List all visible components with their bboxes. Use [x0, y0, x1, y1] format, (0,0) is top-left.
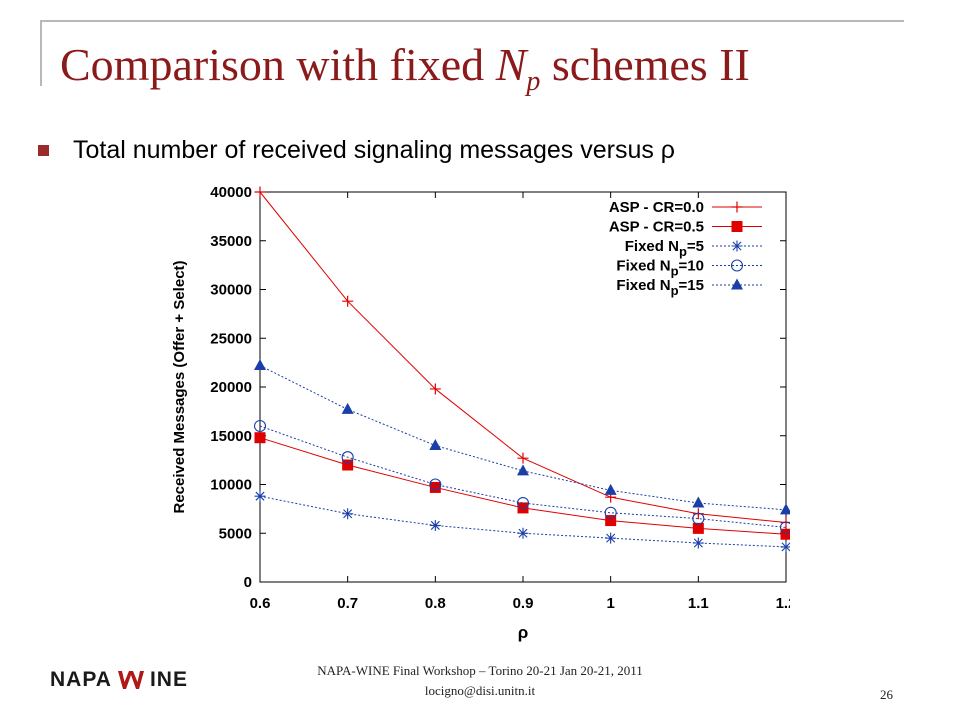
data-point-series-4: [429, 478, 442, 491]
data-point-series-2: [780, 528, 790, 540]
data-point-series-1: [342, 295, 354, 307]
bullet-text: Total number of received signaling messa…: [73, 136, 676, 164]
data-point-series-1: [692, 508, 704, 520]
legend-marker: [731, 278, 743, 290]
series-line-4: [259, 425, 787, 528]
footer-email: locigno@disi.unitn.it: [424, 683, 536, 698]
slide-title-rest: schemes II: [540, 39, 750, 90]
x-tick-label: 0.6: [250, 595, 271, 612]
slide-title: Comparison with fixed Np schemes II: [60, 38, 750, 98]
x-tick-label: 1: [606, 595, 614, 612]
data-point-series-2: [429, 481, 441, 493]
x-tick-label: 0.7: [337, 595, 358, 612]
slide-title-main: Comparison with fixed: [60, 39, 496, 90]
wine-glass-logo-icon: [117, 671, 144, 689]
legend-marker: [731, 221, 743, 232]
slide-title-np: N: [495, 39, 527, 90]
data-point-series-4: [253, 419, 267, 433]
data-point-series-4: [516, 496, 530, 510]
page-number: 26: [880, 687, 893, 702]
data-point-series-5: [254, 359, 266, 371]
legend-marker: [731, 240, 743, 252]
data-point-series-3: [342, 508, 354, 520]
legend-label: ASP - CR=0.0: [609, 199, 704, 216]
data-point-series-2: [254, 432, 266, 444]
data-point-series-5: [517, 464, 529, 476]
y-tick-label: 25000: [210, 330, 252, 347]
y-tick-label: 15000: [210, 428, 252, 445]
data-point-series-1: [254, 186, 266, 198]
bullet-square-icon: [38, 145, 49, 156]
data-point-series-5: [780, 503, 790, 515]
data-point-series-4: [779, 521, 790, 534]
slide-footer: NAPA INE NAPA-WINE Final Workshop – Tori…: [0, 660, 960, 720]
y-tick-label: 30000: [210, 282, 252, 299]
data-point-series-2: [605, 515, 617, 527]
y-tick-label: 40000: [210, 184, 252, 201]
data-point-series-3: [605, 532, 617, 544]
data-point-series-2: [342, 459, 354, 471]
legend-label: Fixed Np=5: [625, 238, 704, 259]
y-axis-label: Received Messages (Offer + Select): [171, 260, 188, 513]
data-point-series-1: [429, 383, 441, 395]
data-point-series-3: [429, 519, 441, 531]
series-line-2: [259, 437, 787, 535]
plot-frame: [259, 191, 787, 583]
napa-wine-logo: NAPA INE: [50, 668, 188, 692]
legend-marker: [730, 259, 744, 272]
data-point-series-2: [692, 522, 704, 534]
legend-label: Fixed Np=10: [616, 258, 704, 279]
legend-label: Fixed Np=15: [616, 277, 704, 298]
footer-workshop-line: NAPA-WINE Final Workshop – Torino 20-21 …: [317, 663, 643, 678]
bullet-item: Total number of received signaling messa…: [38, 136, 675, 165]
data-point-series-5: [604, 483, 617, 495]
logo-text-left: NAPA: [50, 668, 112, 691]
legend-label: ASP - CR=0.5: [609, 219, 704, 236]
data-point-series-2: [517, 502, 529, 514]
x-axis-label: ρ: [518, 623, 529, 642]
data-point-series-4: [604, 506, 617, 519]
y-tick-label: 0: [244, 574, 252, 591]
series-line-5: [259, 365, 787, 511]
legend-marker: [731, 201, 743, 213]
data-point-series-5: [692, 496, 705, 508]
data-point-series-1: [780, 517, 790, 529]
data-point-series-3: [780, 541, 790, 553]
data-point-series-3: [254, 490, 266, 502]
received-messages-chart: 0 5000 10000 15000 20000 25000 30000 35000 40000…: [171, 184, 790, 642]
x-tick-label: 1.2: [776, 595, 790, 612]
data-point-series-1: [517, 452, 529, 464]
data-point-series-3: [517, 527, 529, 539]
y-tick-label: 35000: [210, 233, 252, 250]
title-frame-top-line: [40, 20, 904, 22]
y-tick-label: 20000: [210, 379, 252, 396]
x-tick-label: 1.1: [688, 595, 709, 612]
data-point-series-3: [692, 537, 704, 549]
data-point-series-4: [692, 512, 705, 525]
data-point-series-4: [341, 451, 354, 464]
x-tick-label: 0.9: [513, 595, 534, 612]
data-point-series-5: [341, 402, 354, 414]
data-point-series-5: [429, 439, 442, 450]
slide-title-np-subscript: p: [526, 66, 541, 97]
title-frame-left-line: [40, 20, 42, 86]
logo-text-right: INE: [149, 668, 188, 691]
y-tick-label: 5000: [219, 525, 252, 542]
y-tick-label: 10000: [210, 477, 252, 494]
x-tick-label: 0.8: [425, 595, 446, 612]
